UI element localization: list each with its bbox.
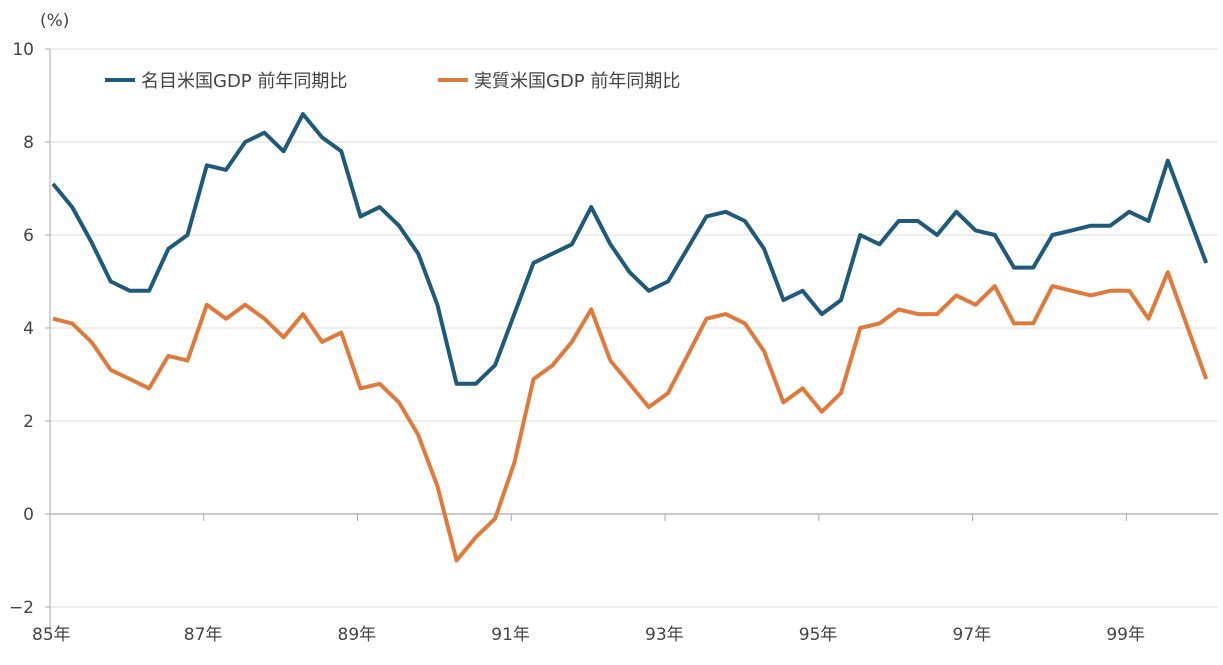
y-tick-label: 8 [23, 133, 34, 153]
y-tick-label: 10 [12, 40, 34, 60]
x-tick-labels: 85年 87年 89年 91年 93年 95年 97年 99年 [32, 625, 1145, 645]
legend: 名目米国GDP 前年同期比 実質米国GDP 前年同期比 [105, 71, 680, 92]
axes [45, 48, 1218, 632]
x-tick-label: 93年 [645, 625, 684, 645]
gridlines [50, 48, 1218, 608]
y-tick-label: 2 [23, 412, 34, 432]
series-line-0 [51, 112, 1209, 386]
x-tick-label: 97年 [953, 625, 992, 645]
y-tick-label: 6 [23, 226, 34, 246]
x-tick-label: 91年 [491, 625, 530, 645]
legend-label: 名目米国GDP 前年同期比 [141, 71, 347, 92]
y-tick-labels: −2 0 2 4 6 8 10 [9, 40, 34, 618]
y-unit-label: (%) [40, 11, 69, 31]
x-tick-label: 95年 [799, 625, 838, 645]
x-tick-label: 85年 [32, 625, 71, 645]
x-tick-label: 87年 [184, 625, 223, 645]
legend-label: 実質米国GDP 前年同期比 [474, 71, 680, 92]
series-line-1 [52, 270, 1209, 563]
x-tick-label: 89年 [338, 625, 377, 645]
y-tick-label: 0 [23, 505, 34, 525]
y-tick-label: 4 [23, 319, 34, 339]
series-lines [51, 112, 1209, 563]
y-tick-label: −2 [9, 598, 34, 618]
x-tick-label: 99年 [1106, 625, 1145, 645]
